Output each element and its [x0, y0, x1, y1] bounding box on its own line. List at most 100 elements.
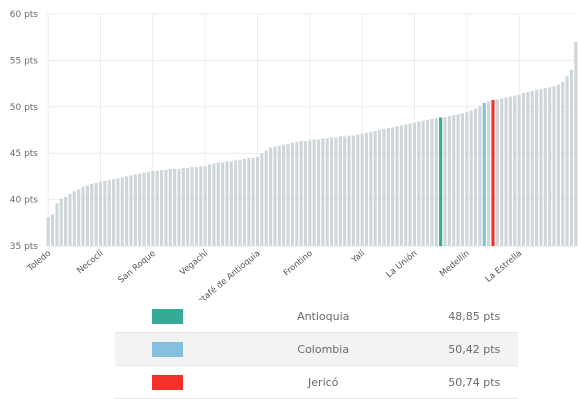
bar	[391, 127, 395, 246]
bar	[360, 133, 364, 246]
legend-swatch-antioquia	[152, 308, 183, 324]
bar	[247, 157, 251, 246]
bar	[382, 129, 386, 246]
x-tick-label: La Unión	[384, 248, 420, 280]
bar	[478, 105, 482, 247]
bar	[473, 108, 478, 246]
bar	[504, 97, 508, 247]
bar	[325, 138, 329, 246]
bar-highlight	[491, 99, 495, 247]
bar	[334, 137, 338, 246]
bar	[177, 168, 181, 246]
bar	[373, 130, 377, 246]
bar	[316, 139, 321, 246]
bar	[72, 191, 76, 246]
bar	[356, 134, 360, 246]
bar	[399, 125, 403, 246]
bar	[264, 150, 268, 246]
bar	[146, 171, 151, 246]
bar	[282, 144, 286, 246]
bar	[330, 137, 334, 246]
bar	[216, 162, 220, 246]
bar-highlight	[439, 117, 443, 246]
bar	[155, 170, 159, 246]
bar	[338, 136, 342, 246]
bar	[221, 162, 225, 246]
bar	[535, 90, 539, 246]
bar	[229, 161, 233, 246]
bar	[81, 186, 85, 246]
bar	[133, 174, 137, 246]
bar	[369, 131, 373, 246]
bar	[138, 173, 142, 246]
bar	[443, 117, 447, 246]
bar	[112, 179, 116, 246]
bar	[85, 185, 89, 246]
y-tick-label: 60 pts	[10, 10, 39, 20]
bar	[194, 167, 199, 246]
bar	[59, 198, 63, 246]
bar	[168, 168, 172, 246]
legend-row-jerico: Jericó 50,74 pts	[115, 366, 518, 399]
bar	[434, 117, 438, 246]
bar	[404, 124, 408, 246]
bar-chart: 35 pts 40 pts 45 pts 50 pts 55 pts 60 pts Tol…	[10, 10, 578, 300]
legend-row-colombia: Colombia 50,42 pts	[115, 333, 518, 366]
bar	[517, 94, 521, 247]
bar	[103, 181, 107, 246]
legend-name: Colombia	[297, 342, 350, 356]
bar	[495, 99, 499, 246]
bar	[173, 168, 177, 246]
bar	[364, 132, 369, 246]
bar	[539, 89, 543, 246]
bar	[556, 84, 560, 246]
y-tick-label: 55 pts	[10, 56, 39, 66]
y-axis: 35 pts 40 pts 45 pts 50 pts 55 pts 60 pts	[10, 10, 39, 252]
bar	[469, 110, 473, 246]
bar	[77, 189, 81, 246]
bar	[456, 114, 460, 246]
bars	[46, 41, 578, 247]
bar	[408, 123, 412, 246]
bar	[55, 203, 59, 246]
bar	[207, 164, 212, 246]
bar	[412, 122, 417, 246]
bar	[68, 194, 72, 246]
bar	[277, 145, 281, 246]
bar	[565, 76, 569, 247]
bar	[343, 136, 347, 246]
legend-swatch-colombia	[152, 341, 183, 357]
bar	[242, 158, 246, 246]
bar	[90, 183, 94, 246]
legend-name: Jericó	[308, 375, 339, 389]
bar	[64, 196, 68, 246]
bar	[312, 139, 316, 246]
bar	[347, 135, 351, 246]
bar	[286, 143, 290, 246]
bar	[151, 170, 155, 246]
bar	[46, 217, 50, 246]
bar	[116, 178, 120, 246]
bar	[190, 167, 194, 246]
bar	[120, 177, 124, 246]
legend-value: 48,85 pts	[448, 309, 501, 323]
bar	[303, 141, 308, 246]
bar	[273, 146, 277, 246]
x-tick-label: Frontino	[282, 249, 315, 279]
bar	[142, 172, 146, 246]
legend-value: 50,74 pts	[448, 375, 501, 389]
legend-table: Antioquia 48,85 pts Colombia 50,42 pts J…	[115, 300, 518, 399]
bar	[199, 166, 203, 246]
bar	[203, 166, 207, 246]
bar	[452, 115, 456, 247]
bar	[487, 101, 491, 246]
bar	[125, 176, 129, 246]
bar	[530, 91, 534, 247]
bar	[238, 159, 242, 246]
bar	[299, 141, 303, 246]
y-tick-label: 40 pts	[10, 196, 39, 206]
bar	[460, 113, 465, 246]
x-tick-label: Toledo	[25, 249, 53, 275]
bar-highlight	[482, 102, 486, 247]
